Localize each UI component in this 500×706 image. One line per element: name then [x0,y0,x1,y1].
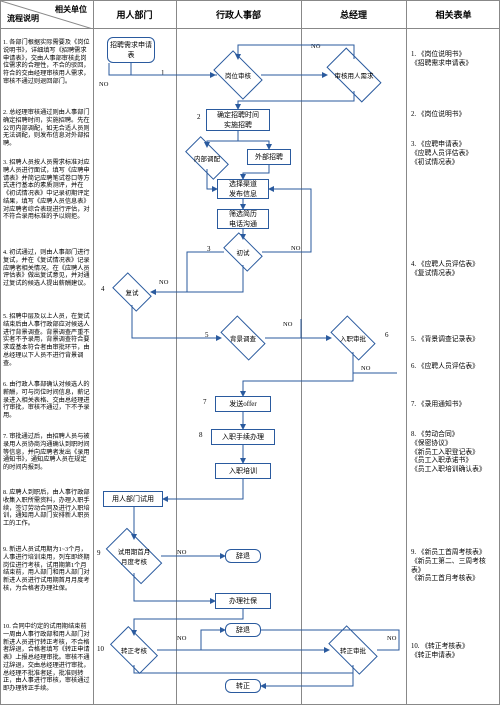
node-bg: 背景调查 [223,326,263,350]
header-gm: 总经理 [301,1,406,29]
col-divider [176,1,177,704]
node-external: 外部招聘 [247,149,291,165]
node-convert: 转正 [225,679,261,693]
col-divider [406,1,407,704]
form-4: 4. 《应聘人员评估表》《复试情况表》 [411,261,497,279]
node-dept-trial: 用人部门试用 [103,491,163,507]
tag-no: NO [177,635,186,642]
desc-3: 3. 招聘人员按人员需求标准对应聘人员进行面试，填写《应聘申请表》并简记应聘笔试… [3,159,91,221]
desc-9: 9. 新进人员试用期为1~3个月，人事进行培训束用，列车即终期岗位进行考核，试用… [3,546,91,593]
num-4: 4 [101,285,105,293]
num-1: 1 [161,69,165,77]
node-retest: 复试 [115,281,149,303]
desc-5: 5. 招聘中层及以上人员，在复试结束后由人事行政部应对候选人进行背景调查。背景调… [3,313,91,367]
node-post-audit: 岗位审核 [217,61,259,89]
tag-no: NO [99,81,108,88]
tag-no: NO [177,549,186,556]
num-5: 5 [205,331,209,339]
num-9: 9 [97,549,101,557]
form-5: 5. 《背景调查记录表》 [411,336,497,345]
num-8: 8 [199,431,203,439]
form-8: 8. 《劳动合同》《保密协议》《新员工入职登记表》《员工入职承诺书》《员工入职培… [411,431,497,475]
node-start: 招聘需求申请表 [107,37,155,63]
tag-no: NO [361,365,370,372]
node-social: 办理社保 [215,593,271,609]
node-dismiss-2: 辞退 [225,623,261,637]
desc-4: 4. 初试通过，则由人事部门进行复试，并在《复试情况表》记录应聘者相关情况。在《… [3,249,91,288]
num-10: 10 [97,645,104,653]
form-10: 10. 《转正考核表》《转正申请表》 [411,643,497,661]
desc-2: 2. 总经理审核通过则由人事部门确定招聘时间，实施招聘。先在公司内部调配，如无合… [3,109,91,148]
node-train-onboard: 入职培训 [215,463,271,479]
node-need-audit: 审核用人需求 [329,61,379,89]
node-offer: 发送offer [215,396,271,412]
node-schedule: 确定招聘时间 实施招聘 [206,109,270,131]
node-onboard: 入职手续办理 [211,429,275,445]
col-divider [301,1,302,704]
desc-1: 1. 各部门根据实际需要及《岗位说明书》，详细填写《招聘需求申请表》，交由人事部… [3,39,91,86]
desc-6: 6. 由行政人事部确认对候选人的薪酬，可与岗位时间信息，薪记录进入相关表格、交由… [3,381,91,420]
node-first: 初试 [226,241,260,263]
header-hr: 行政人事部 [176,1,301,29]
node-dismiss-1: 辞退 [225,549,261,563]
tag-no: NO [291,245,300,252]
node-internal: 内部调配 [187,147,227,169]
form-7: 7. 《录用通知书》 [411,401,497,410]
tag-no: NO [311,43,320,50]
form-9: 9. 《新员工首周考核表》《新员工第二、三周考核表》《新员工首月考核表》 [411,549,497,584]
node-screen: 筛选简历 电话沟通 [217,209,269,229]
form-1: 1. 《岗位说明书》《招聘需求申请表》 [411,51,497,69]
desc-10: 10. 合同中约定的试用期结束前一周由人事行政部和用人部门对新进人员进行转正考核… [3,623,91,693]
node-entry-audit: 入职审批 [333,326,373,350]
form-3: 3. 《应聘申请表》《应聘人员评估表》《初试情况表》 [411,141,497,167]
num-3: 3 [207,245,211,253]
form-6: 6. 《应聘人员评估表》 [411,363,497,372]
desc-7: 7. 审批通过后，由招聘人员与被录用人员协商沟通确认到职时间等信息，并向应聘者发… [3,433,91,472]
col-divider [93,1,94,704]
desc-8: 8. 应聘人到职后，由人事行政部收集入职所需资料，办理入职手续，签订劳动合同及进… [3,489,91,528]
tag-no: NO [159,279,168,286]
num-2: 2 [197,113,201,121]
node-month-audit: 试用期首月 月度考核 [109,541,159,571]
header-dept: 用人部门 [93,1,176,29]
node-channel: 选择渠道 发布信息 [217,179,269,199]
form-2: 2. 《岗位说明书》 [411,111,497,120]
header-desc: 相关单位 流程说明 [1,1,93,29]
num-6: 6 [385,331,389,339]
node-conv-approve: 转正审批 [331,637,375,663]
num-7: 7 [203,398,207,406]
tag-no: NO [387,635,396,642]
page: 相关单位 流程说明 用人部门 行政人事部 总经理 相关表单 1. 各部门根据实际… [0,0,500,705]
tag-no: NO [283,321,292,328]
node-conv-audit: 转正考核 [113,637,155,663]
header-forms: 相关表单 [406,1,500,29]
